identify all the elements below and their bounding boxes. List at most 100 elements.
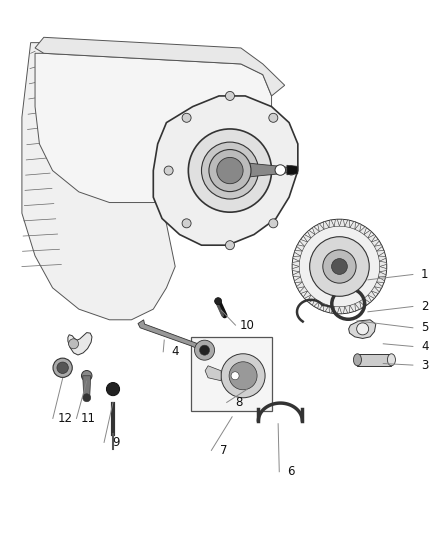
Polygon shape xyxy=(297,282,304,288)
Polygon shape xyxy=(323,304,329,312)
Polygon shape xyxy=(35,37,285,96)
Polygon shape xyxy=(374,245,382,251)
Circle shape xyxy=(83,394,91,402)
Polygon shape xyxy=(339,219,345,227)
Polygon shape xyxy=(349,320,376,338)
Bar xyxy=(191,337,272,411)
Polygon shape xyxy=(307,295,315,303)
Polygon shape xyxy=(294,277,302,282)
Circle shape xyxy=(200,345,209,355)
Text: 2: 2 xyxy=(421,300,429,313)
Polygon shape xyxy=(153,96,298,245)
Polygon shape xyxy=(318,301,324,309)
Circle shape xyxy=(217,157,243,184)
Polygon shape xyxy=(345,220,350,228)
Polygon shape xyxy=(350,304,356,312)
Circle shape xyxy=(226,92,234,100)
Text: 4: 4 xyxy=(171,345,179,358)
Polygon shape xyxy=(360,298,367,306)
Polygon shape xyxy=(377,277,385,282)
Polygon shape xyxy=(339,306,345,314)
Polygon shape xyxy=(292,266,300,272)
Circle shape xyxy=(287,166,296,175)
Polygon shape xyxy=(300,239,307,246)
Polygon shape xyxy=(334,306,339,314)
Text: 8: 8 xyxy=(235,396,242,409)
Circle shape xyxy=(106,383,120,395)
Polygon shape xyxy=(287,165,298,175)
Polygon shape xyxy=(307,230,315,238)
Text: 6: 6 xyxy=(287,465,295,478)
Circle shape xyxy=(215,297,222,305)
Circle shape xyxy=(231,372,239,380)
Polygon shape xyxy=(303,291,311,298)
Circle shape xyxy=(332,259,347,274)
Text: 7: 7 xyxy=(219,444,227,457)
Polygon shape xyxy=(364,230,371,238)
Polygon shape xyxy=(292,261,300,266)
Polygon shape xyxy=(300,287,307,294)
Polygon shape xyxy=(334,219,339,227)
Polygon shape xyxy=(371,239,379,246)
Polygon shape xyxy=(377,251,385,256)
Text: 9: 9 xyxy=(112,436,120,449)
Polygon shape xyxy=(378,256,386,261)
Circle shape xyxy=(164,166,173,175)
Circle shape xyxy=(269,114,278,122)
Circle shape xyxy=(53,358,72,377)
Circle shape xyxy=(201,142,258,199)
Polygon shape xyxy=(350,221,356,229)
Polygon shape xyxy=(83,376,91,398)
Polygon shape xyxy=(357,354,392,366)
Polygon shape xyxy=(312,298,319,306)
Polygon shape xyxy=(374,282,382,288)
Polygon shape xyxy=(205,366,221,381)
Polygon shape xyxy=(379,266,387,272)
Polygon shape xyxy=(329,305,334,313)
Polygon shape xyxy=(318,224,324,232)
Polygon shape xyxy=(368,235,376,242)
Circle shape xyxy=(269,219,278,228)
Circle shape xyxy=(292,219,387,314)
Polygon shape xyxy=(230,161,291,179)
Polygon shape xyxy=(378,272,386,277)
Circle shape xyxy=(182,219,191,228)
Polygon shape xyxy=(293,272,300,277)
Polygon shape xyxy=(297,245,304,251)
Polygon shape xyxy=(345,305,350,313)
Text: 4: 4 xyxy=(421,340,429,353)
Polygon shape xyxy=(294,251,302,256)
Polygon shape xyxy=(329,220,334,228)
Polygon shape xyxy=(68,333,92,355)
Circle shape xyxy=(81,370,92,381)
Text: 12: 12 xyxy=(57,412,72,425)
Circle shape xyxy=(221,354,265,398)
Text: 5: 5 xyxy=(421,321,428,334)
Text: 10: 10 xyxy=(240,319,255,332)
Text: 3: 3 xyxy=(421,359,428,372)
Circle shape xyxy=(229,362,257,390)
Circle shape xyxy=(357,323,369,335)
Polygon shape xyxy=(22,43,175,320)
Circle shape xyxy=(182,114,191,122)
Circle shape xyxy=(226,241,234,249)
Polygon shape xyxy=(368,291,376,298)
Polygon shape xyxy=(355,301,361,309)
Polygon shape xyxy=(303,235,311,242)
Polygon shape xyxy=(138,320,207,353)
Ellipse shape xyxy=(388,354,396,366)
Circle shape xyxy=(310,237,369,296)
Text: 1: 1 xyxy=(421,268,429,281)
Circle shape xyxy=(323,250,356,283)
Polygon shape xyxy=(364,295,371,303)
Circle shape xyxy=(69,339,78,349)
Circle shape xyxy=(209,150,251,191)
Polygon shape xyxy=(323,221,329,229)
Ellipse shape xyxy=(353,354,361,366)
Circle shape xyxy=(188,129,272,212)
Polygon shape xyxy=(355,224,361,232)
Polygon shape xyxy=(35,53,272,203)
Polygon shape xyxy=(293,256,300,261)
Circle shape xyxy=(194,340,215,360)
Polygon shape xyxy=(379,261,387,266)
